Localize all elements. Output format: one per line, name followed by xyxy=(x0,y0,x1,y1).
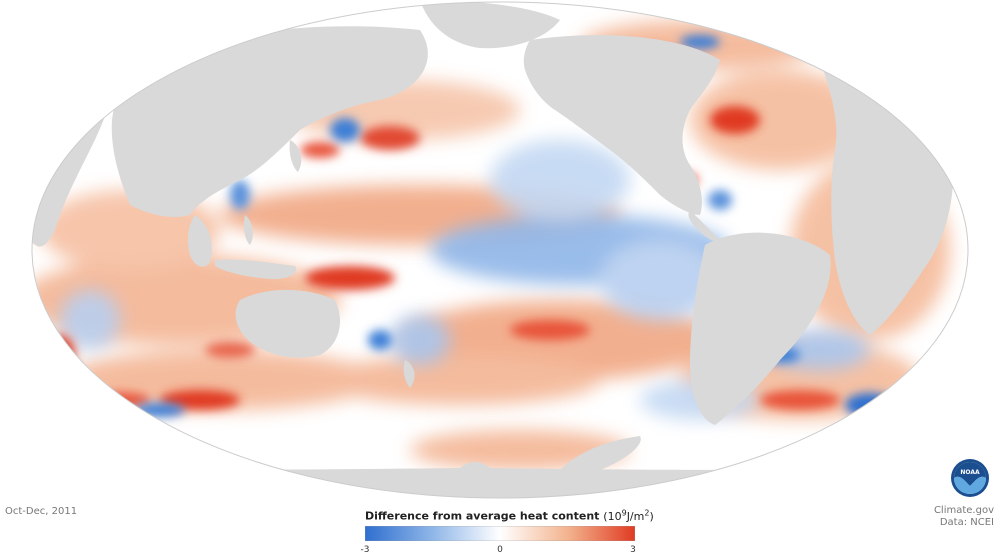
land-new-zealand xyxy=(403,360,415,388)
legend-title: Difference from average heat content (10… xyxy=(365,508,654,523)
land-antarctic-peninsula xyxy=(560,436,641,470)
credit-data: Data: NCEI xyxy=(939,517,994,528)
land-central-america xyxy=(688,210,720,242)
legend-max-label: 3 xyxy=(630,544,636,555)
credits: Climate.gov Data: NCEI xyxy=(934,505,994,529)
legend-ticks: -3 0 3 xyxy=(361,544,636,555)
land-australia xyxy=(235,289,340,358)
legend-title-text: Difference from average heat content xyxy=(365,509,600,523)
globe-outline xyxy=(31,1,969,499)
legend-colorbar xyxy=(364,525,636,541)
noaa-logo-text: NOAA xyxy=(960,469,980,476)
land-japan xyxy=(289,140,302,172)
land-north-america xyxy=(523,35,720,216)
land-south-america xyxy=(690,232,831,425)
world-map xyxy=(31,1,969,499)
land-western-edge xyxy=(32,100,110,247)
legend-mid-label: 0 xyxy=(497,544,503,555)
land-greenland xyxy=(420,2,560,49)
noaa-logo-icon: NOAA xyxy=(951,459,989,497)
credit-source: Climate.gov xyxy=(933,505,994,516)
land-southeast-asia xyxy=(187,215,212,267)
legend-min-label: -3 xyxy=(360,544,370,555)
legend-unit: (109J/m2) xyxy=(603,508,654,523)
land-indonesia xyxy=(215,259,297,280)
land-philippines xyxy=(243,215,253,245)
land-asia xyxy=(111,26,428,217)
legend: Difference from average heat content (10… xyxy=(361,508,654,555)
period-label: Oct-Dec, 2011 xyxy=(5,506,78,517)
